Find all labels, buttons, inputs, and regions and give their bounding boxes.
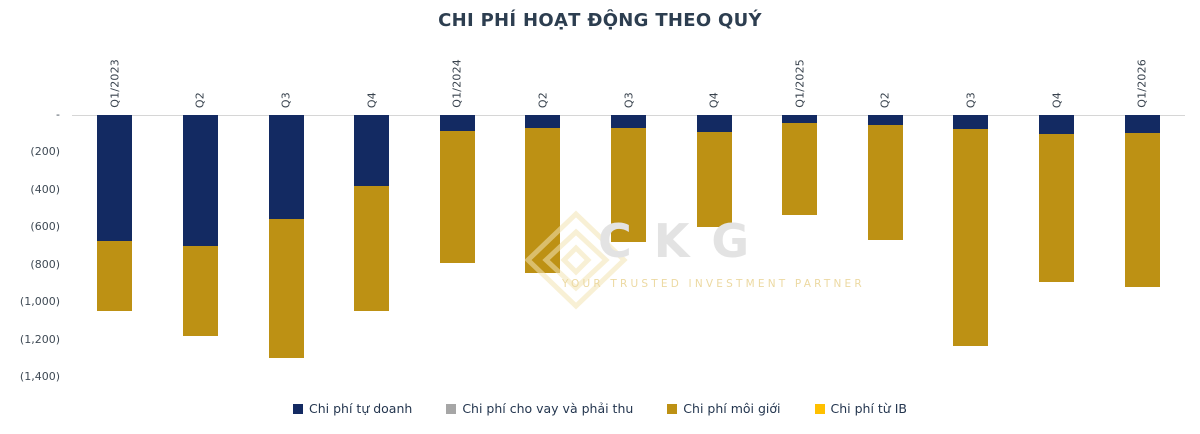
bar-segment <box>782 123 818 216</box>
bar-segment <box>182 115 218 246</box>
x-category-label: Q1/2026 <box>1135 59 1149 108</box>
bar-segment <box>867 115 903 126</box>
x-category-label: Q4 <box>365 91 379 108</box>
x-category-label: Q2 <box>536 91 550 108</box>
bar-segment <box>1039 115 1075 134</box>
bar-segment <box>268 115 304 219</box>
legend-swatch-icon <box>667 403 678 414</box>
bar-segment <box>439 115 475 131</box>
bar-segment <box>439 130 475 263</box>
x-category-label: Q1/2025 <box>793 59 807 108</box>
legend-item: Chi phí từ IB <box>814 401 907 416</box>
bar-segment <box>525 128 561 274</box>
legend-item: Chi phí tự doanh <box>293 401 412 416</box>
bar-segment <box>354 186 390 311</box>
bar-segment <box>953 115 989 130</box>
y-tick-label: (800) <box>30 257 60 271</box>
bar-segment <box>1039 133 1075 282</box>
y-tick-label: (200) <box>30 145 60 159</box>
bar-segment <box>696 131 732 228</box>
x-category-label: Q1/2024 <box>450 59 464 108</box>
bar-segment <box>97 115 133 242</box>
y-tick-label: - <box>56 108 60 121</box>
x-category-label: Q1/2023 <box>108 59 122 108</box>
x-category-label: Q2 <box>193 91 207 108</box>
x-category-label: Q3 <box>622 91 635 108</box>
legend-label: Chi phí môi giới <box>683 401 781 416</box>
x-category-label: Q2 <box>878 91 892 108</box>
watermark: CKG YOUR TRUSTED INVESTMENT PARTNER <box>524 210 864 310</box>
legend-label: Chi phí từ IB <box>830 401 907 416</box>
bar-segment <box>1124 115 1160 133</box>
chart-legend: Chi phí tự doanh Chi phí cho vay và phải … <box>0 401 1200 416</box>
bar-segment <box>696 115 732 132</box>
bar-segment <box>867 125 903 241</box>
legend-swatch-icon <box>293 403 304 414</box>
bar-segment <box>182 246 218 336</box>
x-category-label: Q4 <box>1050 91 1064 108</box>
legend-item: Chi phí cho vay và phải thu <box>446 401 633 416</box>
legend-swatch-icon <box>446 403 457 414</box>
bar-segment <box>268 218 304 359</box>
y-tick-label: (400) <box>30 182 60 196</box>
watermark-tagline: YOUR TRUSTED INVESTMENT PARTNER <box>562 278 865 290</box>
bar-segment <box>782 115 818 124</box>
bar-segment <box>97 241 133 311</box>
x-category-label: Q3 <box>279 91 293 108</box>
x-category-label: Q4 <box>707 91 721 108</box>
bar-segment <box>1124 132 1160 288</box>
legend-label: Chi phí tự doanh <box>309 401 413 416</box>
bar-segment <box>611 115 646 129</box>
bar-segment <box>354 115 390 187</box>
y-tick-label: (1,200) <box>19 332 60 346</box>
x-category-label: Q3 <box>964 91 978 108</box>
y-tick-label: (600) <box>30 220 60 234</box>
legend-label: Chi phí cho vay và phải thu <box>462 401 634 416</box>
bar-segment <box>953 129 989 347</box>
chart-title: CHI PHÍ HOẠT ĐỘNG THEO QUÝ <box>438 10 762 31</box>
bar-segment <box>525 115 561 129</box>
y-tick-label: (1,400) <box>19 370 60 383</box>
legend-item: Chi phí môi giới <box>667 401 781 416</box>
bar-segment <box>611 128 646 243</box>
y-tick-label: (1,000) <box>19 295 60 309</box>
legend-swatch-icon <box>814 403 825 414</box>
